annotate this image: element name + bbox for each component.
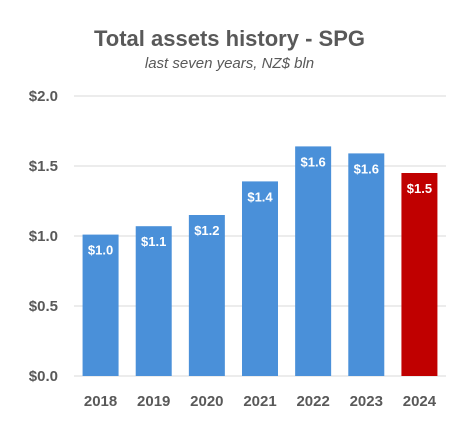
y-tick-label: $1.5	[29, 158, 58, 175]
data-label: $1.4	[247, 189, 273, 204]
data-label: $1.0	[88, 243, 113, 258]
data-label: $1.6	[354, 161, 379, 176]
bar	[348, 153, 385, 376]
y-tick-label: $0.0	[29, 368, 58, 385]
x-tick-label: 2022	[296, 393, 329, 410]
data-label: $1.2	[194, 223, 219, 238]
x-tick-label: 2024	[403, 393, 437, 410]
y-tick-label: $1.0	[29, 228, 58, 245]
x-tick-label: 2018	[84, 393, 117, 410]
bar	[135, 226, 172, 376]
x-tick-label: 2020	[190, 393, 223, 410]
chart-title: Total assets history - SPG	[93, 26, 365, 51]
x-tick-label: 2023	[350, 393, 383, 410]
data-label: $1.5	[407, 181, 432, 196]
bar	[295, 146, 332, 376]
x-tick-label: 2021	[243, 393, 276, 410]
bar	[401, 173, 438, 376]
data-label: $1.6	[300, 154, 325, 169]
bar	[242, 181, 278, 376]
x-tick-label: 2019	[137, 393, 170, 410]
data-label: $1.1	[141, 234, 166, 249]
chart-subtitle: last seven years, NZ$ bln	[144, 55, 315, 72]
bar	[188, 215, 225, 376]
y-tick-label: $2.0	[29, 88, 58, 105]
y-tick-label: $0.5	[29, 298, 58, 315]
bar	[82, 234, 119, 376]
